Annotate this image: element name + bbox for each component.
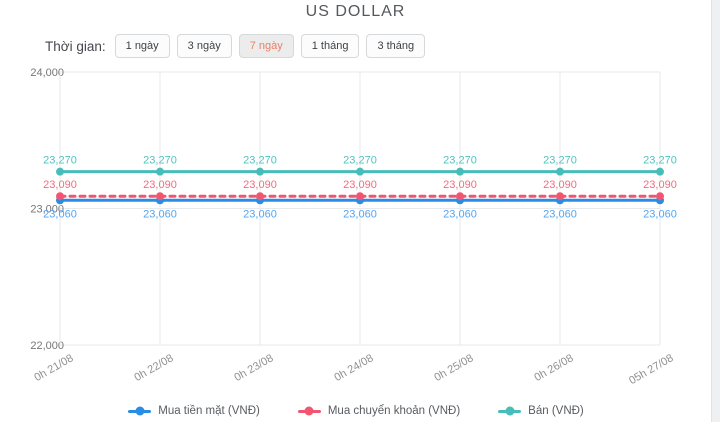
legend-line-marker [297, 406, 321, 416]
data-point-marker [656, 167, 664, 176]
time-range-label: Thời gian: [45, 38, 106, 54]
data-point-value-label: 23,060 [543, 208, 577, 220]
legend-line-marker [128, 406, 152, 416]
data-point-marker [156, 192, 164, 201]
data-point-value-label: 23,090 [643, 179, 677, 191]
y-axis-tick-label: 24,000 [30, 67, 64, 79]
x-axis-tick-label: 0h 26/08 [532, 352, 575, 384]
data-point-value-label: 23,090 [43, 179, 77, 191]
data-point-marker [456, 192, 464, 201]
y-axis-tick-label: 23,000 [30, 204, 64, 216]
x-axis-tick-label: 0h 25/08 [432, 352, 475, 384]
data-point-marker [556, 192, 564, 201]
data-point-value-label: 23,270 [443, 155, 477, 167]
data-point-marker [256, 192, 264, 201]
data-point-value-label: 23,270 [643, 155, 677, 167]
data-point-marker [56, 167, 64, 176]
time-range-button-3-ngay[interactable]: 3 ngày [176, 34, 232, 58]
x-axis-tick-label: 0h 21/08 [32, 352, 75, 384]
data-point-value-label: 23,270 [343, 155, 377, 167]
chart-legend: Mua tiền mặt (VNĐ) Mua chuyển khoản (VNĐ… [0, 405, 712, 417]
data-point-value-label: 23,090 [343, 179, 377, 191]
data-point-value-label: 23,270 [43, 155, 77, 167]
time-range-controls: Thời gian: 1 ngày 3 ngày 7 ngày 1 tháng … [45, 33, 432, 59]
data-point-value-label: 23,090 [243, 179, 277, 191]
data-point-value-label: 23,060 [143, 208, 177, 220]
time-range-button-1-ngay[interactable]: 1 ngày [114, 34, 170, 58]
legend-item-mua-chuyen-khoan[interactable]: Mua chuyển khoản (VNĐ) [297, 405, 461, 417]
data-point-value-label: 23,090 [543, 179, 577, 191]
data-point-value-label: 23,060 [243, 208, 277, 220]
data-point-value-label: 23,090 [143, 179, 177, 191]
legend-item-ban[interactable]: Bán (VNĐ) [498, 405, 584, 417]
data-point-value-label: 23,060 [443, 208, 477, 220]
us-dollar-line-chart: 22,000 23,000 24,000 0h 21/08 0h 22/08 0h 23/… [0, 58, 712, 398]
data-point-value-label: 23,060 [343, 208, 377, 220]
data-point-value-label: 23,270 [543, 155, 577, 167]
time-range-button-3-thang[interactable]: 3 tháng [366, 34, 426, 58]
data-point-marker [356, 167, 364, 176]
data-point-marker [656, 192, 664, 201]
data-point-marker [256, 167, 264, 176]
legend-item-label: Mua tiền mặt (VNĐ) [158, 405, 260, 417]
data-point-marker [356, 192, 364, 201]
page-title: US DOLLAR [305, 3, 406, 20]
data-point-marker [56, 192, 64, 201]
legend-line-marker [498, 406, 522, 416]
x-axis-tick-label: 05h 27/08 [627, 352, 675, 387]
time-range-button-1-thang[interactable]: 1 tháng [300, 34, 360, 58]
x-axis-tick-label: 0h 23/08 [232, 352, 275, 384]
data-point-value-label: 23,270 [243, 155, 277, 167]
x-axis-tick-label: 0h 22/08 [132, 352, 175, 384]
data-point-value-label: 23,270 [143, 155, 177, 167]
data-point-marker [156, 167, 164, 176]
legend-item-label: Mua chuyển khoản (VNĐ) [327, 405, 461, 417]
legend-item-mua-tien-mat[interactable]: Mua tiền mặt (VNĐ) [128, 405, 260, 417]
time-range-button-7-ngay[interactable]: 7 ngày [238, 34, 294, 58]
data-point-value-label: 23,060 [43, 208, 77, 220]
data-point-marker [456, 167, 464, 176]
chart-canvas: 22,000 23,000 24,000 0h 21/08 0h 22/08 0h 23/… [30, 67, 677, 387]
data-point-marker [556, 167, 564, 176]
legend-item-label: Bán (VNĐ) [528, 405, 584, 417]
x-axis-tick-label: 0h 24/08 [332, 352, 375, 384]
data-point-value-label: 23,090 [443, 179, 477, 191]
y-axis-tick-label: 22,000 [30, 340, 64, 352]
data-point-value-label: 23,060 [643, 208, 677, 220]
